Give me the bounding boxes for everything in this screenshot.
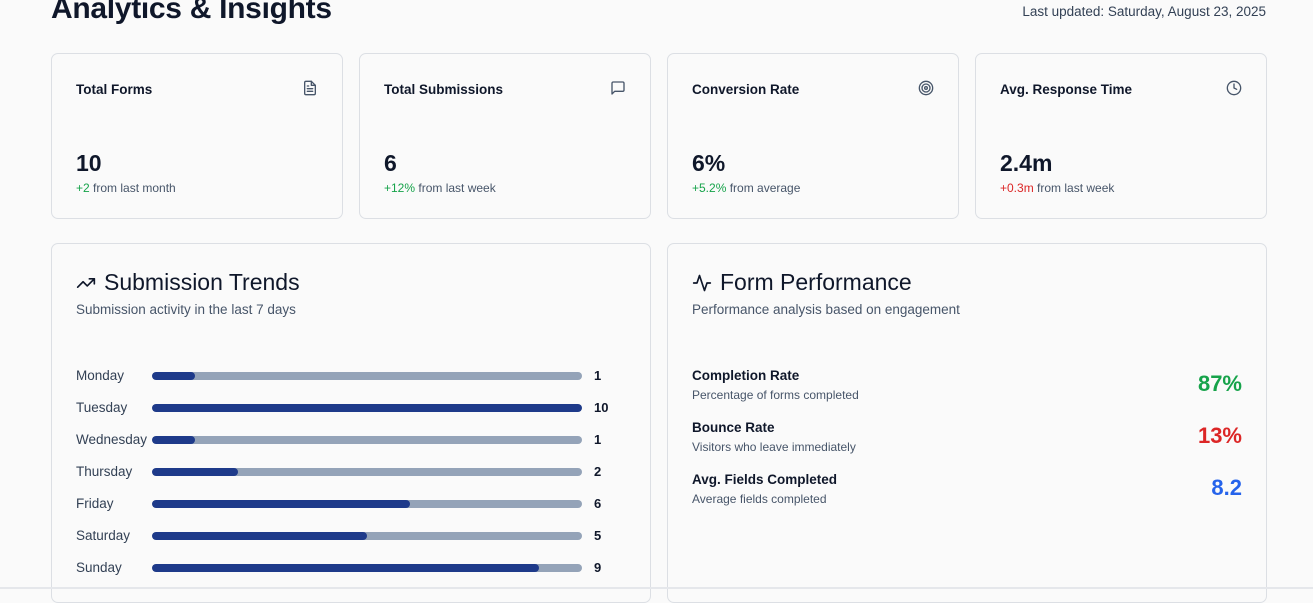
trend-bar-track — [152, 404, 582, 412]
metric-label: Bounce Rate — [692, 420, 775, 435]
trend-bar-fill — [152, 564, 539, 572]
stat-delta: +2 from last month — [76, 181, 176, 195]
stat-value: 6 — [384, 150, 397, 176]
trend-row: Saturday 5 — [76, 526, 616, 546]
bottom-divider — [0, 587, 1313, 589]
trend-row: Thursday 2 — [76, 462, 616, 482]
metric-bounce-rate: Bounce Rate Visitors who leave immediate… — [692, 420, 1242, 460]
stat-value: 6% — [692, 150, 726, 176]
stat-delta-text: from last month — [89, 181, 176, 195]
last-updated-text: Last updated: Saturday, August 23, 2025 — [1022, 4, 1266, 19]
trend-day-label: Wednesday — [76, 432, 148, 447]
metric-value: 13% — [1197, 423, 1242, 448]
stat-delta-value: +0.3m — [1000, 181, 1034, 195]
metric-description: Percentage of forms completed — [692, 388, 859, 402]
stat-label: Conversion Rate — [692, 82, 800, 97]
metric-completion-rate: Completion Rate Percentage of forms comp… — [692, 368, 1242, 408]
metric-value: 8.2 — [1211, 475, 1242, 500]
metric-avg-fields-completed: Avg. Fields Completed Average fields com… — [692, 472, 1242, 512]
form-performance-panel: Form Performance Performance analysis ba… — [667, 243, 1267, 603]
trend-bar-fill — [152, 372, 195, 380]
stat-delta-value: +2 — [76, 181, 90, 195]
trend-count: 1 — [594, 432, 602, 447]
page-title: Analytics & Insights — [51, 0, 332, 25]
trend-bar-track — [152, 436, 582, 444]
panel-title: Submission Trends — [76, 269, 300, 296]
stat-label: Avg. Response Time — [1000, 82, 1133, 97]
trend-bar-track — [152, 468, 582, 476]
stat-delta-value: +5.2% — [692, 181, 727, 195]
trend-bar-fill — [152, 404, 582, 412]
trend-row: Wednesday 1 — [76, 430, 616, 450]
stat-delta: +12% from last week — [384, 181, 496, 195]
metric-value: 87% — [1197, 371, 1242, 396]
trend-bar-track — [152, 372, 582, 380]
stat-delta-text: from last week — [1033, 181, 1115, 195]
trend-bar-fill — [152, 532, 367, 540]
metric-label: Avg. Fields Completed — [692, 472, 838, 487]
stat-card-total-forms: Total Forms 10 +2 from last month — [51, 53, 343, 219]
stat-delta: +0.3m from last week — [1000, 181, 1114, 195]
trend-count: 9 — [594, 560, 602, 575]
trend-day-label: Saturday — [76, 528, 131, 543]
clock-icon — [1226, 80, 1242, 96]
panel-description: Submission activity in the last 7 days — [76, 302, 296, 317]
trend-row: Tuesday 10 — [76, 398, 616, 418]
trend-bar-fill — [152, 500, 410, 508]
stat-value: 2.4m — [1000, 150, 1053, 176]
stat-delta: +5.2% from average — [692, 181, 800, 195]
trend-day-label: Sunday — [76, 560, 122, 575]
trend-count: 10 — [594, 400, 609, 415]
message-square-icon — [611, 81, 625, 95]
stat-value: 10 — [76, 150, 102, 176]
stat-card-conversion-rate: Conversion Rate 6% +5.2% from average — [667, 53, 959, 219]
trend-row: Monday 1 — [76, 366, 616, 386]
trend-bar-track — [152, 500, 582, 508]
panel-description: Performance analysis based on engagement — [692, 302, 960, 317]
stat-delta-text: from last week — [415, 181, 496, 195]
trend-day-label: Friday — [76, 496, 114, 511]
metric-description: Average fields completed — [692, 492, 827, 506]
trend-day-label: Monday — [76, 368, 125, 383]
panel-title: Form Performance — [692, 269, 912, 296]
metric-label: Completion Rate — [692, 368, 800, 383]
trend-count: 5 — [594, 528, 602, 543]
trend-day-label: Tuesday — [76, 400, 128, 415]
submission-trends-panel: Submission Trends Submission activity in… — [51, 243, 651, 603]
stat-card-total-submissions: Total Submissions 6 +12% from last week — [359, 53, 651, 219]
panel-title-text: Form Performance — [720, 269, 912, 295]
activity-icon — [692, 274, 712, 291]
stat-label: Total Submissions — [384, 82, 504, 97]
metric-description: Visitors who leave immediately — [692, 440, 856, 454]
trend-bar-track — [152, 532, 582, 540]
file-text-icon — [304, 80, 316, 96]
trend-count: 6 — [594, 496, 602, 511]
trend-bar-fill — [152, 436, 195, 444]
stat-label: Total Forms — [76, 82, 153, 97]
target-icon — [918, 80, 934, 96]
stat-delta-value: +12% — [384, 181, 416, 195]
panel-title-text: Submission Trends — [104, 269, 300, 295]
trend-day-label: Thursday — [76, 464, 133, 479]
trending-up-icon — [76, 277, 96, 288]
stat-delta-text: from average — [726, 181, 801, 195]
trend-bar-track — [152, 564, 582, 572]
stat-card-avg-response-time: Avg. Response Time 2.4m +0.3m from last … — [975, 53, 1267, 219]
trend-count: 2 — [594, 464, 602, 479]
trend-bar-fill — [152, 468, 238, 476]
trend-row: Friday 6 — [76, 494, 616, 514]
trend-count: 1 — [594, 368, 602, 383]
trend-row: Sunday 9 — [76, 558, 616, 578]
